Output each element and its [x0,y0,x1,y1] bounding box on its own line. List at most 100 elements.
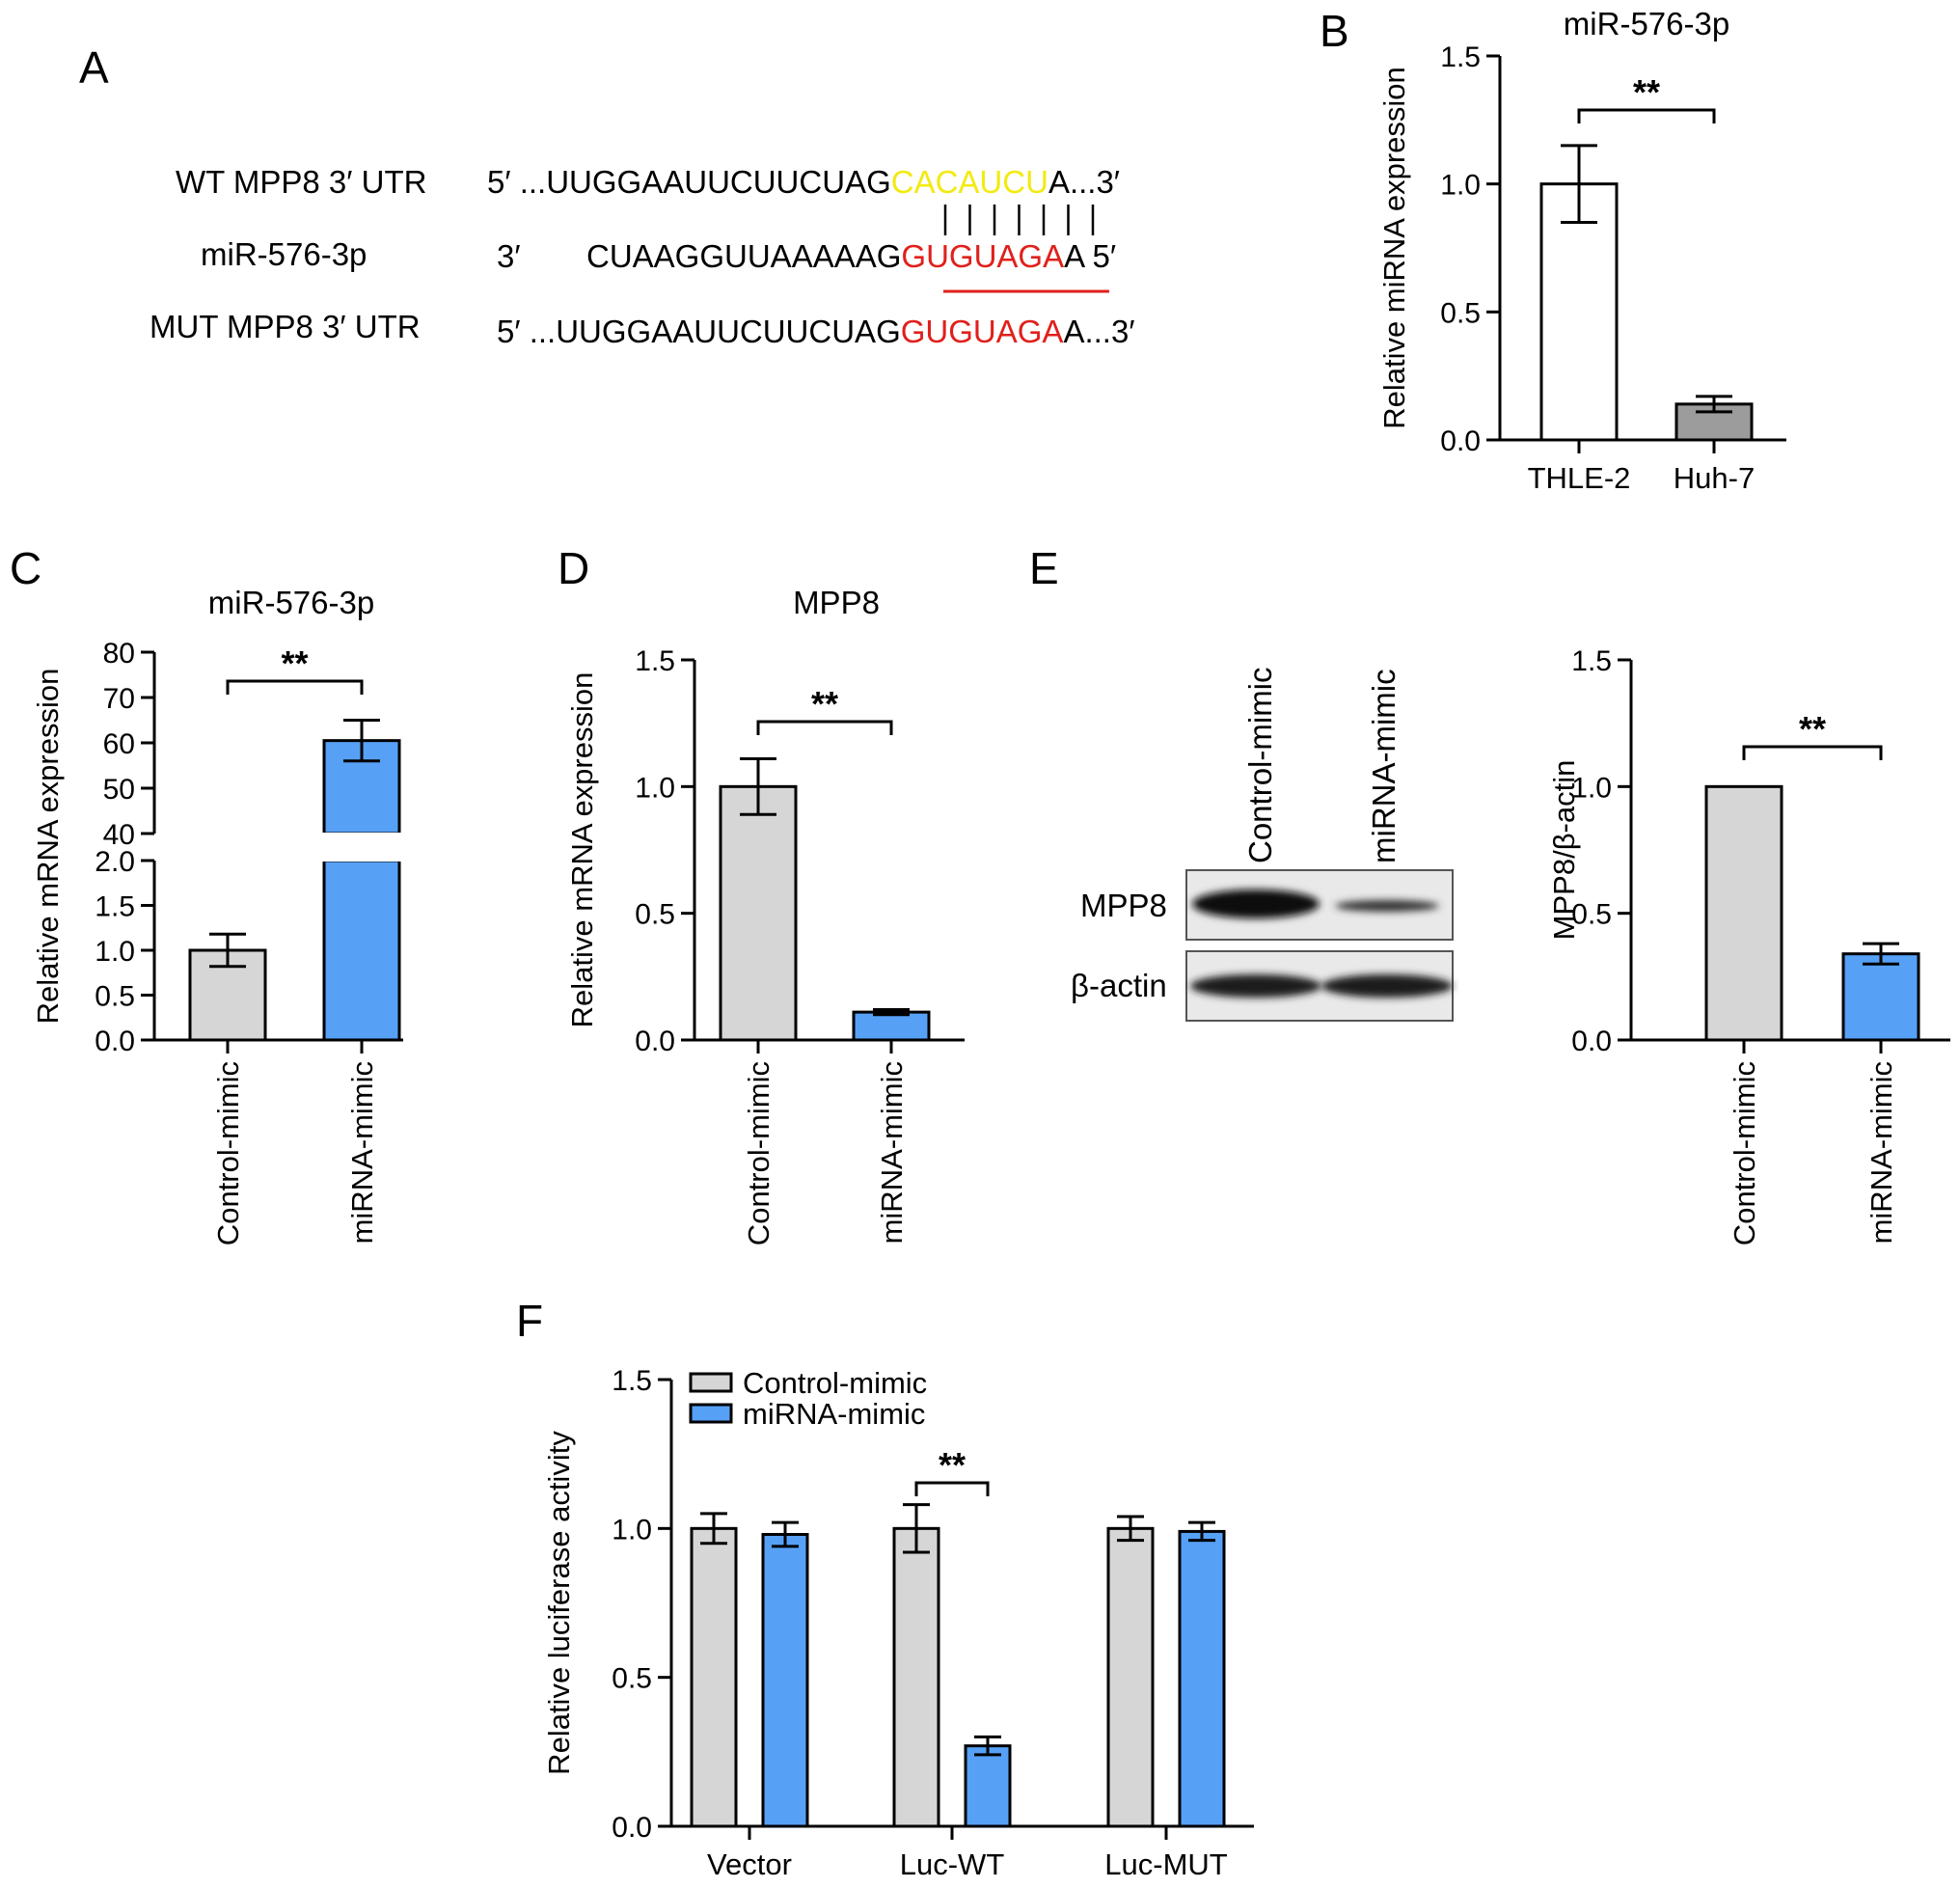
panel-b-y-tick-label: 0.0 [1440,425,1481,457]
panel-f-bar-vector-1 [690,1526,738,1828]
panel-c-title: miR-576-3p [208,585,374,620]
panel-f-x-tick-label: Vector [707,1847,792,1881]
panel-letter-f: F [516,1296,543,1346]
panel-f-legend-swatch [689,1372,733,1393]
panel-c-x-tick-label: miRNA-mimic [345,1061,379,1244]
panel-e-significance-bracket [1742,745,1883,760]
panel-e-y-tick-label: 1.5 [1571,645,1612,677]
panel-d-bar-1 [719,784,798,1042]
panel-d-x-tick-label: miRNA-mimic [875,1061,909,1244]
mirna-lead: 3′ [497,238,521,274]
panel-c-axis-break-gap [321,833,402,862]
mirna-label: miR-576-3p [201,236,367,272]
panel-e-y-tick-label: 0.5 [1571,899,1612,931]
panel-a-sequence-alignment: A WT MPP8 3′ UTR 5′ ...UUGGAAUUCUUCUAGCA… [79,42,1135,349]
panel-c-y-axis-label: Relative mRNA expression [31,669,65,1025]
blot-band-actin-control [1190,974,1321,998]
panel-letter-b: B [1320,6,1349,56]
panel-c-upper-y-tick-label: 70 [103,683,135,715]
panel-letter-c: C [10,543,41,593]
panel-letter-e: E [1029,543,1059,593]
panel-e-y-tick-label: 0.0 [1571,1026,1612,1057]
wt-utr-label: WT MPP8 3′ UTR [176,164,426,200]
panel-f-bar-luc-mut-1 [1106,1526,1155,1828]
mirna-prefix: CUAAGGUUAAAAAG [586,238,901,274]
panel-b-y-axis-label: Relative miRNA expression [1377,67,1411,429]
panel-d-bar-2 [852,1010,931,1042]
panel-c-lower-y-tick-label: 1.5 [95,891,135,923]
panel-f-y-tick-label: 1.5 [612,1365,652,1397]
panel-letter-d: D [558,543,589,593]
panel-c-upper-y-tick-label: 50 [103,774,135,806]
panel-d-significance-bracket [756,720,893,735]
panel-c-x-tick-label: Control-mimic [211,1061,245,1245]
mut-utr-label: MUT MPP8 3′ UTR [150,309,421,344]
panel-d-y-axis-label: Relative mRNA expression [565,672,599,1028]
panel-b-y-tick-label: 1.0 [1440,170,1481,202]
panel-c-lower-y-tick-label: 0.0 [95,1026,135,1057]
panel-c-bar-2-lower-part [322,859,401,1042]
mut-prefix: 5′ ...UUGGAAUUCUUCUAG [497,314,901,349]
blot-row-label-mpp8: MPP8 [1080,888,1167,923]
panel-b-y-tick-label: 0.5 [1440,297,1481,329]
panel-b-significance-bracket [1577,108,1716,123]
wt-suffix: A...3′ [1048,164,1120,200]
mut-suffix: A...3′ [1063,314,1134,349]
blot-lane-label-mimic: miRNA-mimic [1366,669,1402,863]
western-blot: Control-mimic miRNA-mimic MPP8 β-actin [1071,667,1454,1022]
wt-utr-sequence: 5′ ...UUGGAAUUCUUCUAGCACAUCUA...3′ [487,164,1120,200]
panel-b-x-tick-label: THLE-2 [1528,461,1631,495]
panel-c-significance-bracket [226,679,364,695]
panel-f-legend-label: miRNA-mimic [743,1397,925,1431]
panel-f-bar-luc-mut-2 [1178,1529,1226,1828]
blot-band-mpp8-mimic [1335,900,1439,912]
panel-f-y-tick-label: 0.0 [612,1812,652,1844]
base-pair-lines [943,205,1095,235]
blot-band-mpp8-control [1192,889,1320,918]
mirna-suffix: A 5′ [1064,238,1116,274]
wt-seed: CACAUCU [891,164,1048,200]
panel-letter-a: A [79,42,109,93]
panel-b-y-tick-label: 1.5 [1440,41,1481,73]
panel-e-bar-chart: 0.0 0.5 1.0 1.5 MPP8/β-actin Control-mimic miR… [1547,645,1950,1245]
panel-d-y-tick-label: 1.0 [635,772,675,804]
panel-f-bar-chart: 0.0 0.5 1.0 1.5 Relative luciferase activity… [542,1365,1254,1881]
mut-utr-sequence: 5′ ...UUGGAAUUCUUCUAGGUGUAGAA...3′ [497,314,1135,349]
blot-row-label-actin: β-actin [1071,968,1167,1003]
panel-e-significance-label: ** [1799,709,1826,749]
panel-d-y-tick-label: 0.5 [635,899,675,931]
panel-f-x-tick-label: Luc-MUT [1104,1847,1228,1881]
panel-d-bar-chart: MPP8 0.0 0.5 1.0 1.5 Relative mRNA expression… [565,585,965,1245]
mirna-sequence: CUAAGGUUAAAAAGGUGUAGAA 5′ [586,238,1116,274]
panel-f-bar-vector-2 [761,1533,809,1828]
blot-band-actin-mimic [1321,974,1453,998]
panel-d-y-tick-label: 1.5 [635,645,675,677]
panel-d-x-tick-label: Control-mimic [742,1061,776,1245]
panel-c-upper-y-tick-label: 40 [103,819,135,851]
panel-e-x-tick-label: miRNA-mimic [1865,1061,1898,1244]
panel-f-bar-luc-wt-2 [964,1744,1012,1828]
panel-c-upper-y-tick-label: 80 [103,638,135,670]
panel-e-bar-2 [1841,952,1920,1042]
mut-seed: GUGUAGA [901,314,1064,349]
panel-f-significance-bracket [914,1481,990,1496]
panel-e-x-tick-label: Control-mimic [1728,1061,1761,1245]
panel-f-bar-luc-wt-1 [892,1526,940,1828]
panel-e-y-tick-label: 1.0 [1571,772,1612,804]
panel-b-significance-label: ** [1633,72,1660,112]
panel-c-lower-y-tick-label: 1.0 [95,936,135,968]
blot-lane-label-control: Control-mimic [1242,667,1278,863]
panel-e-bar-1 [1704,784,1783,1042]
panel-f-y-tick-label: 0.5 [612,1663,652,1695]
panel-d-significance-label: ** [811,684,838,724]
panel-f-legend-label: Control-mimic [743,1366,927,1400]
panel-c-significance-label: ** [281,643,308,683]
panel-d-y-tick-label: 0.0 [635,1026,675,1057]
panel-c-lower-y-tick-label: 2.0 [95,846,135,878]
panel-f-legend-swatch [689,1403,733,1424]
panel-b-bar-chart: miR-576-3p 0.0 0.5 1.0 1.5 Relative miRNA exp… [1377,6,1786,495]
panel-f-x-tick-label: Luc-WT [900,1847,1005,1881]
panel-d-title: MPP8 [793,585,880,620]
wt-prefix: 5′ ...UUGGAAUUCUUCUAG [487,164,891,200]
panel-f-y-tick-label: 1.0 [612,1514,652,1546]
